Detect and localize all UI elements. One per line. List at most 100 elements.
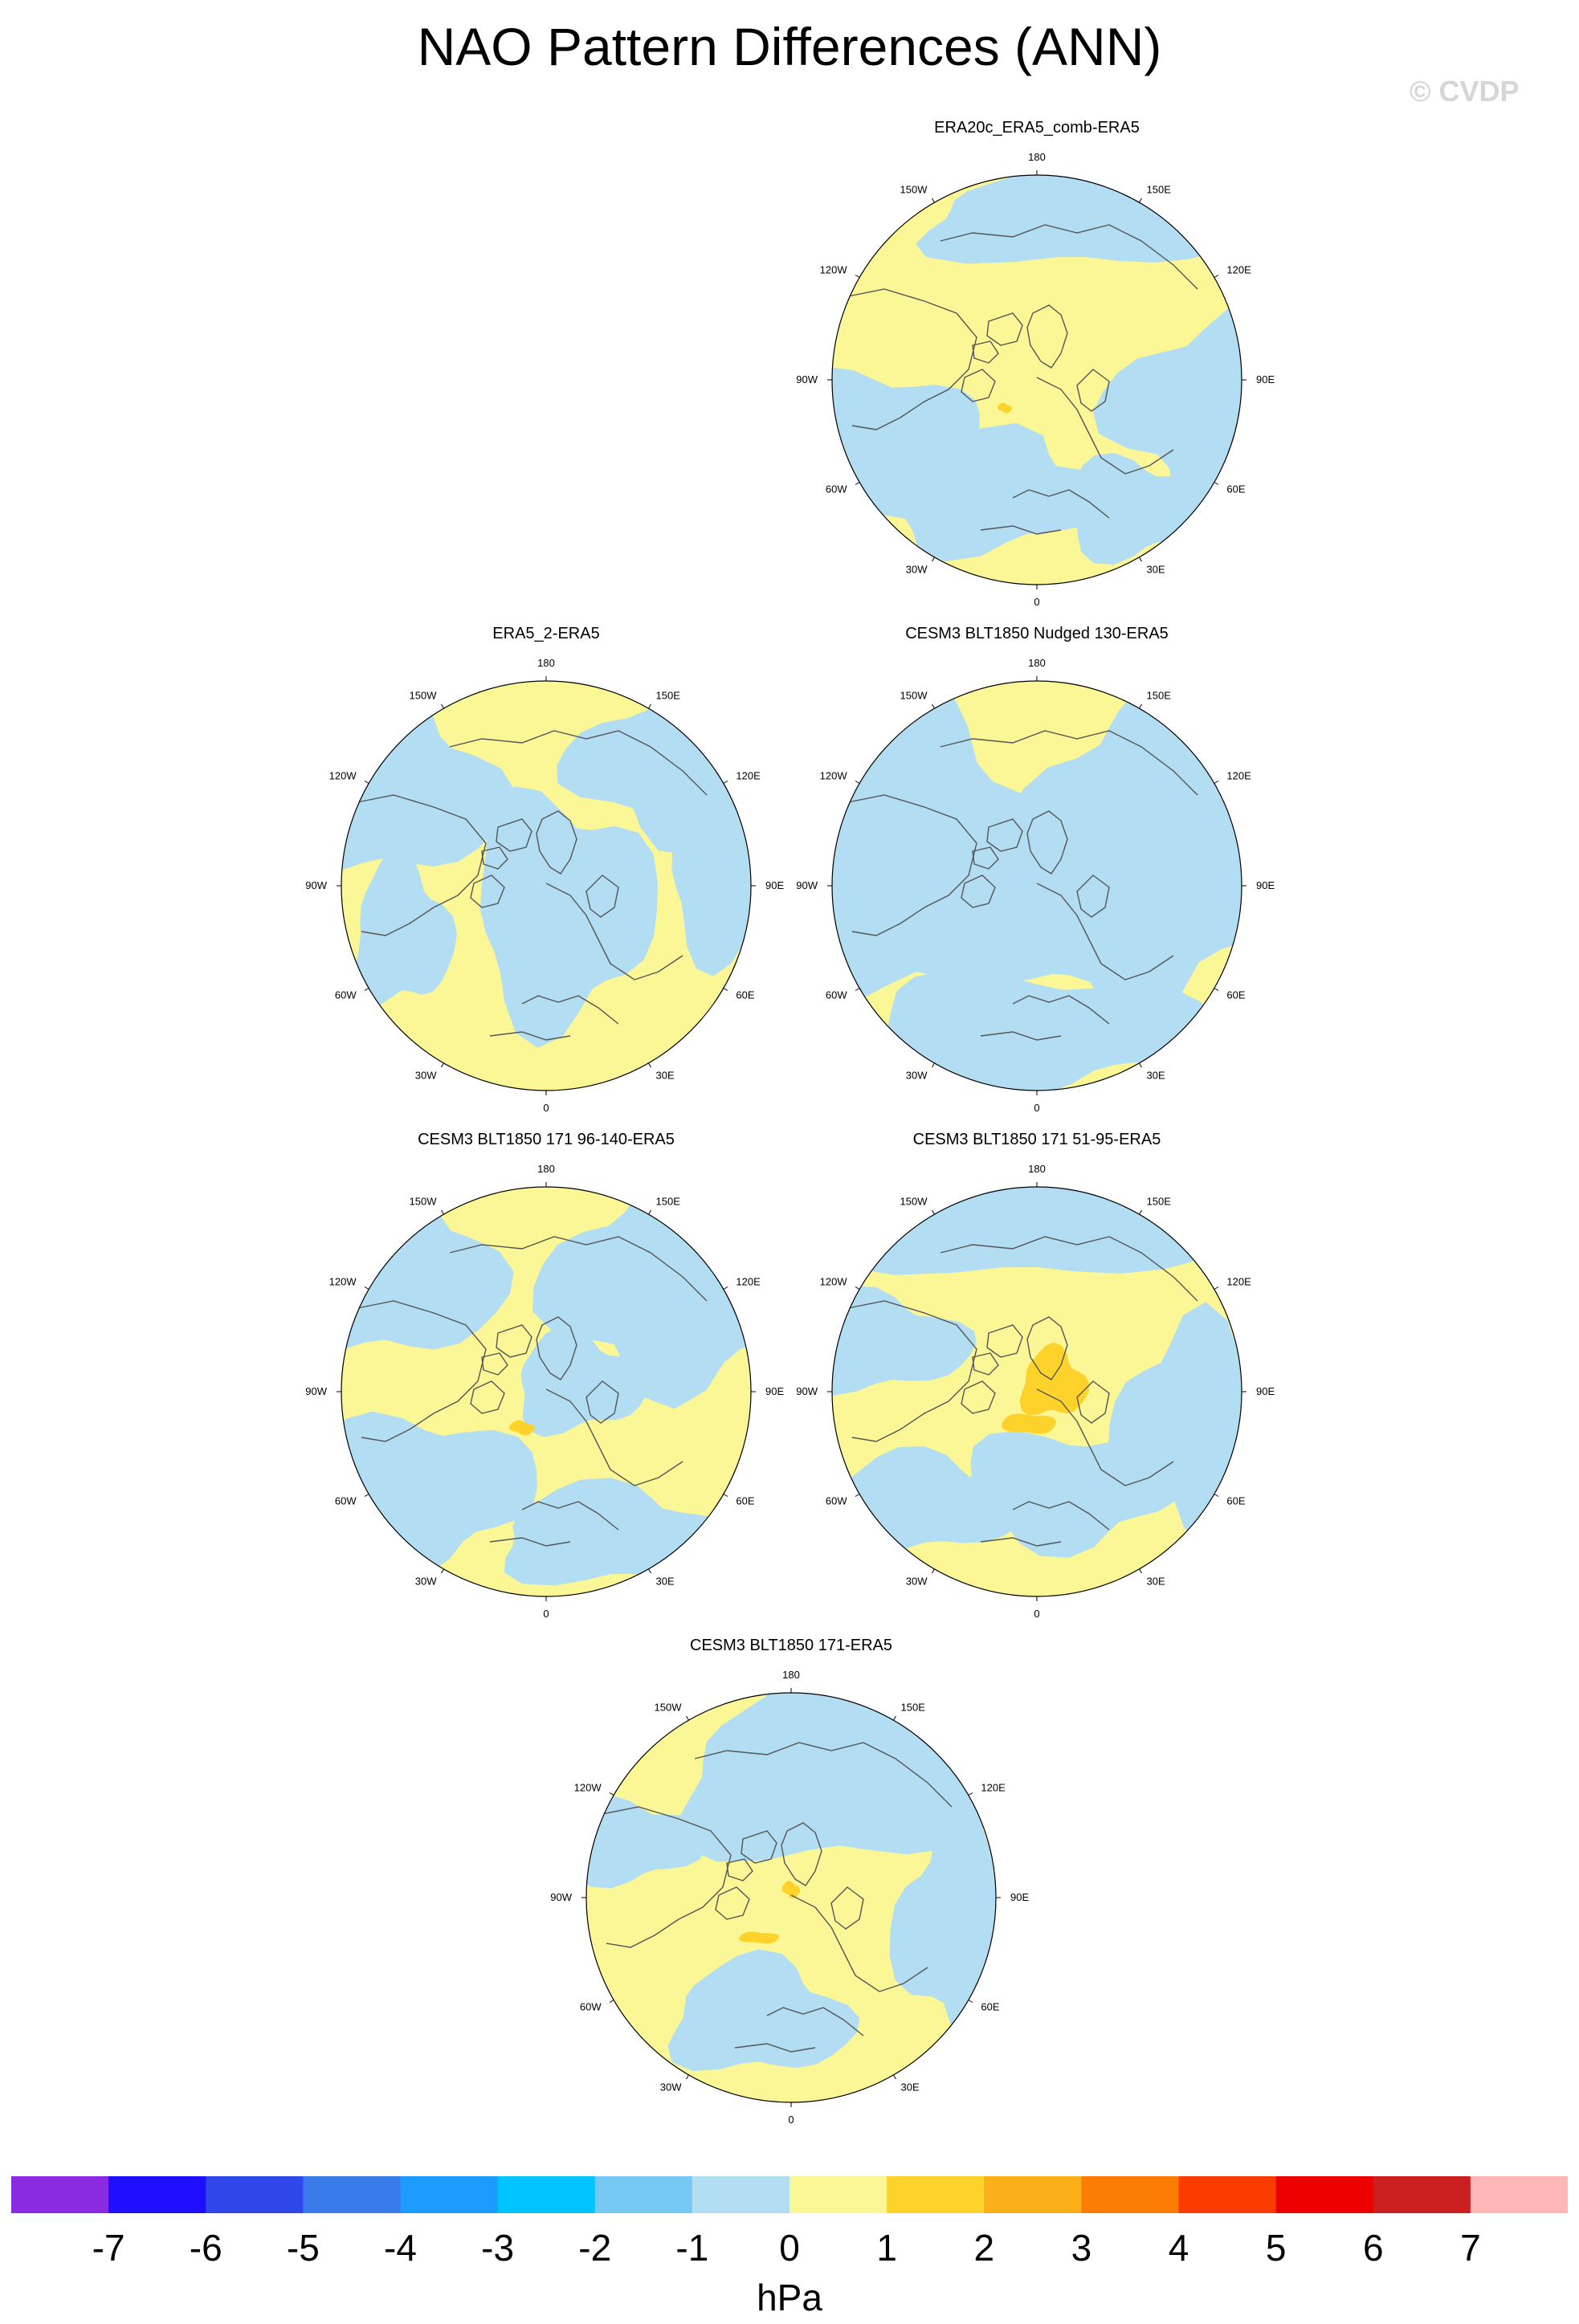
map-panel-era5-2: ERA5_2-ERA5 180 150E 120E 90E 60E 30E 0 30W 60W 9… <box>281 618 811 1124</box>
coastline <box>585 1380 619 1424</box>
panel-title: ERA20c_ERA5_comb-ERA5 <box>934 119 1140 137</box>
lon-tick <box>441 1568 444 1574</box>
lon-tick <box>441 1062 444 1068</box>
coastline <box>715 1886 750 1920</box>
lon-label: 60W <box>826 483 847 495</box>
coastline <box>521 1501 619 1531</box>
coastline <box>1012 1501 1110 1531</box>
lon-tick <box>648 1209 651 1215</box>
coastline <box>694 1742 953 1808</box>
coastline <box>489 1031 571 1041</box>
panel-title: ERA5_2-ERA5 <box>492 625 600 642</box>
lon-tick <box>1139 557 1142 562</box>
negative-anomaly-region <box>532 1187 751 1409</box>
colorbar-segment <box>984 2176 1082 2213</box>
coastline <box>741 1830 777 1864</box>
coastline <box>521 995 619 1025</box>
lon-label: 30E <box>656 1069 675 1081</box>
colorbar-tick-label: 2 <box>973 2227 995 2269</box>
lon-label: 30E <box>901 2081 920 2093</box>
coastline <box>1026 1316 1068 1380</box>
coastline <box>1036 377 1174 475</box>
negative-anomaly-region <box>667 1949 860 2071</box>
lon-label: 60W <box>335 1495 357 1507</box>
lon-tick <box>686 2074 689 2080</box>
lon-label: 150E <box>1147 184 1172 196</box>
coastline <box>1036 1388 1174 1486</box>
lon-label: 90W <box>550 1891 572 1903</box>
colorbar-tick-label: 7 <box>1460 2227 1481 2269</box>
lon-tick <box>441 1209 444 1215</box>
coastline <box>980 1031 1062 1041</box>
negative-anomaly-region <box>355 846 457 1006</box>
coastline <box>843 1300 977 1442</box>
coastline <box>843 288 977 430</box>
lon-tick <box>855 781 860 784</box>
negative-anomaly-region <box>677 1693 996 1862</box>
colorbar-segment <box>790 2176 887 2213</box>
lon-tick <box>1139 198 1142 203</box>
negative-anomaly-region <box>970 1430 1181 1558</box>
coastline <box>961 875 996 908</box>
lon-label: 60W <box>335 989 357 1001</box>
lon-label: 90W <box>796 879 818 891</box>
lon-label: 0 <box>543 1102 549 1114</box>
lon-label: 0 <box>1034 596 1039 608</box>
lon-label: 30W <box>906 563 928 575</box>
coastline <box>1076 1380 1110 1424</box>
strong-positive-region <box>1019 1342 1090 1416</box>
lon-tick <box>1139 1062 1142 1068</box>
lon-label: 180 <box>782 1669 800 1681</box>
lon-tick <box>364 1286 369 1290</box>
colorbar-segment <box>594 2176 693 2213</box>
colorbar-tick-label: -3 <box>481 2227 515 2269</box>
lon-label: 150W <box>655 1702 683 1714</box>
lon-tick <box>364 988 369 991</box>
polar-map: 180 150E 120E 90E 60E 30E 0 30W 60W 90W 120W 150W <box>796 151 1275 608</box>
colorbar-segment <box>303 2176 402 2213</box>
lon-tick <box>648 703 651 709</box>
lon-tick <box>968 1792 973 1796</box>
colorbar-tick-label: -5 <box>286 2227 320 2269</box>
lon-label: 150W <box>900 690 928 702</box>
lon-tick <box>1214 781 1219 784</box>
panel-title: CESM3 BLT1850 171 96-140-ERA5 <box>418 1131 675 1148</box>
strong-positive-region <box>1002 1413 1056 1434</box>
coastline <box>843 794 977 936</box>
colorbar-segment <box>497 2176 596 2213</box>
colorbar-segment <box>108 2176 206 2213</box>
lon-label: 60E <box>1226 483 1245 495</box>
colorbar-tick-label: 1 <box>876 2227 897 2269</box>
lon-label: 120W <box>574 1782 602 1794</box>
lon-label: 120W <box>820 770 848 782</box>
coastline <box>986 1324 1023 1358</box>
colorbar-tick-label: -4 <box>384 2227 417 2269</box>
coastline <box>972 846 999 870</box>
negative-anomaly-region <box>965 830 1177 984</box>
lon-tick <box>723 1494 728 1497</box>
lon-label: 90E <box>765 879 784 891</box>
lon-label: 60W <box>826 1495 847 1507</box>
map-panel-nudged: CESM3 BLT1850 Nudged 130-ERA5 180 150E 120… <box>772 618 1302 1124</box>
strong-positive-region <box>739 1931 779 1944</box>
coastline <box>1036 883 1174 981</box>
map-panel-171: CESM3 BLT1850 171-ERA5 180 150E 120E 90E 60E… <box>526 1630 1056 2136</box>
lon-tick <box>932 1209 935 1215</box>
lon-tick <box>855 275 860 278</box>
coastline <box>1076 875 1110 918</box>
colorbar-units: hPa <box>757 2277 822 2318</box>
coastline <box>470 1380 505 1414</box>
lon-tick <box>968 2000 973 2003</box>
coastline <box>481 846 508 870</box>
coastline <box>489 1537 571 1547</box>
negative-anomaly-region <box>833 422 1128 562</box>
lon-tick <box>1214 988 1219 991</box>
lon-label: 120W <box>820 1276 848 1288</box>
coastline <box>449 730 708 796</box>
map-panel-96-140: CESM3 BLT1850 171 96-140-ERA5 180 150E 120… <box>281 1124 811 1630</box>
coastline <box>980 525 1062 535</box>
lon-tick <box>723 988 728 991</box>
colorbar-tick-label: -7 <box>92 2227 125 2269</box>
colorbar <box>11 2176 1568 2213</box>
lon-tick <box>932 1568 935 1574</box>
